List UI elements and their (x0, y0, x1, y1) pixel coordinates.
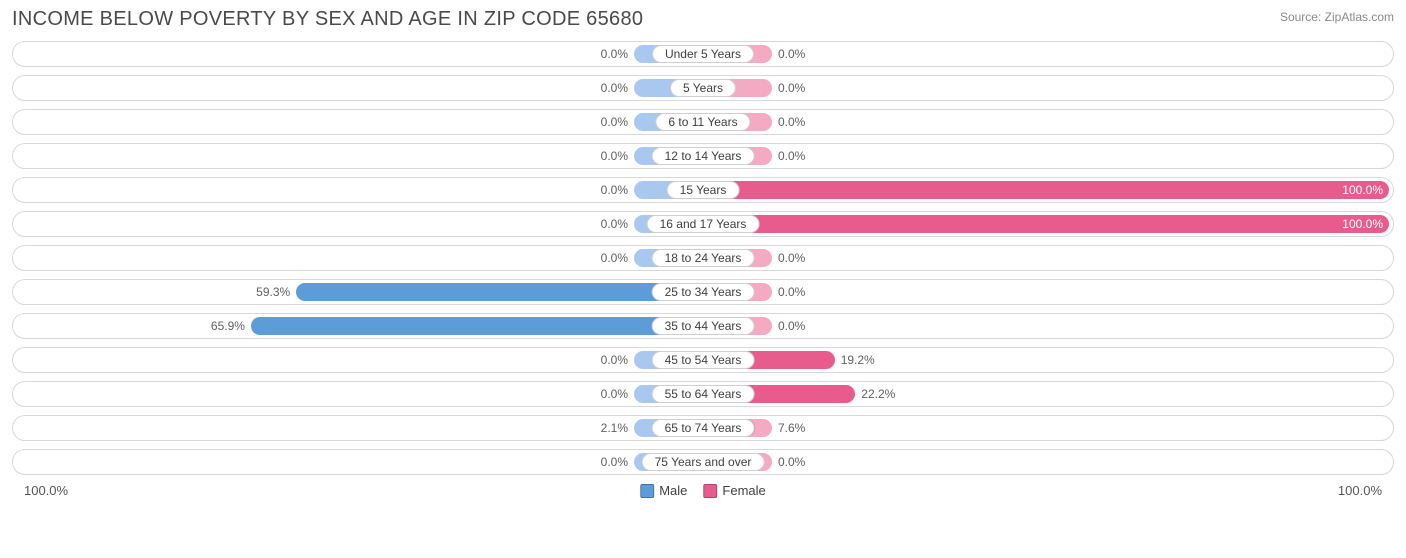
category-label: 18 to 24 Years (652, 249, 755, 267)
female-value-label: 0.0% (778, 149, 805, 163)
chart-row: 55 to 64 Years 0.0% 22.2% (12, 381, 1394, 407)
chart-row: 12 to 14 Years 0.0% 0.0% (12, 143, 1394, 169)
legend-female-label: Female (722, 483, 765, 498)
male-value-label: 0.0% (601, 81, 628, 95)
legend-female: Female (703, 483, 765, 498)
legend-male: Male (640, 483, 687, 498)
chart-row: 75 Years and over 0.0% 0.0% (12, 449, 1394, 475)
chart-footer: 100.0% Male Female 100.0% (12, 483, 1394, 505)
female-value-label: 0.0% (778, 47, 805, 61)
male-value-label: 0.0% (601, 183, 628, 197)
chart-row: 18 to 24 Years 0.0% 0.0% (12, 245, 1394, 271)
chart-row: 15 Years 0.0% 100.0% (12, 177, 1394, 203)
category-label: 6 to 11 Years (655, 113, 750, 131)
category-label: 75 Years and over (642, 453, 765, 471)
male-value-label: 0.0% (601, 353, 628, 367)
female-value-label: 0.0% (778, 251, 805, 265)
male-value-label: 0.0% (601, 47, 628, 61)
chart-body: Under 5 Years0.0%0.0%5 Years0.0%0.0%6 to… (12, 41, 1394, 475)
category-label: Under 5 Years (652, 45, 754, 63)
category-label: 45 to 54 Years (652, 351, 755, 369)
axis-label-right: 100.0% (1338, 483, 1382, 498)
axis-label-left: 100.0% (24, 483, 68, 498)
female-value-label: 19.2% (841, 353, 875, 367)
male-value-bar (251, 317, 703, 335)
female-value-bar (703, 181, 1389, 199)
chart-row: Under 5 Years 0.0% 0.0% (12, 41, 1394, 67)
chart-row: 6 to 11 Years 0.0% 0.0% (12, 109, 1394, 135)
category-label: 5 Years (670, 79, 736, 97)
chart-row: 5 Years 0.0% 0.0% (12, 75, 1394, 101)
category-label: 65 to 74 Years (652, 419, 755, 437)
male-value-label: 0.0% (601, 149, 628, 163)
male-value-label: 0.0% (601, 387, 628, 401)
legend-male-label: Male (659, 483, 687, 498)
chart-title: INCOME BELOW POVERTY BY SEX AND AGE IN Z… (12, 8, 643, 31)
male-value-label: 0.0% (601, 455, 628, 469)
header: INCOME BELOW POVERTY BY SEX AND AGE IN Z… (12, 8, 1394, 31)
female-value-label: 0.0% (778, 285, 805, 299)
female-value-bar (703, 215, 1389, 233)
category-label: 35 to 44 Years (652, 317, 755, 335)
female-value-label: 7.6% (778, 421, 805, 435)
female-value-label: 0.0% (778, 115, 805, 129)
female-value-label: 0.0% (778, 319, 805, 333)
legend: Male Female (640, 483, 766, 498)
male-value-label: 65.9% (211, 319, 245, 333)
category-label: 15 Years (667, 181, 740, 199)
category-label: 16 and 17 Years (647, 215, 760, 233)
male-value-label: 0.0% (601, 217, 628, 231)
chart-row: 65 to 74 Years 2.1% 7.6% (12, 415, 1394, 441)
category-label: 25 to 34 Years (652, 283, 755, 301)
chart-row: 35 to 44 Years 65.9% 0.0% (12, 313, 1394, 339)
female-value-label: 0.0% (778, 81, 805, 95)
category-label: 12 to 14 Years (652, 147, 755, 165)
chart-row: 45 to 54 Years 0.0% 19.2% (12, 347, 1394, 373)
female-value-label: 22.2% (861, 387, 895, 401)
male-value-label: 0.0% (601, 251, 628, 265)
female-value-label: 100.0% (1342, 217, 1383, 231)
legend-female-swatch (703, 484, 717, 498)
legend-male-swatch (640, 484, 654, 498)
male-value-label: 59.3% (256, 285, 290, 299)
chart-container: INCOME BELOW POVERTY BY SEX AND AGE IN Z… (0, 0, 1406, 515)
category-label: 55 to 64 Years (652, 385, 755, 403)
chart-row: 25 to 34 Years 59.3% 0.0% (12, 279, 1394, 305)
female-value-label: 100.0% (1342, 183, 1383, 197)
male-value-bar (296, 283, 703, 301)
female-value-label: 0.0% (778, 455, 805, 469)
male-value-label: 2.1% (601, 421, 628, 435)
chart-row: 16 and 17 Years 0.0% 100.0% (12, 211, 1394, 237)
male-value-label: 0.0% (601, 115, 628, 129)
source-attribution: Source: ZipAtlas.com (1280, 10, 1394, 24)
